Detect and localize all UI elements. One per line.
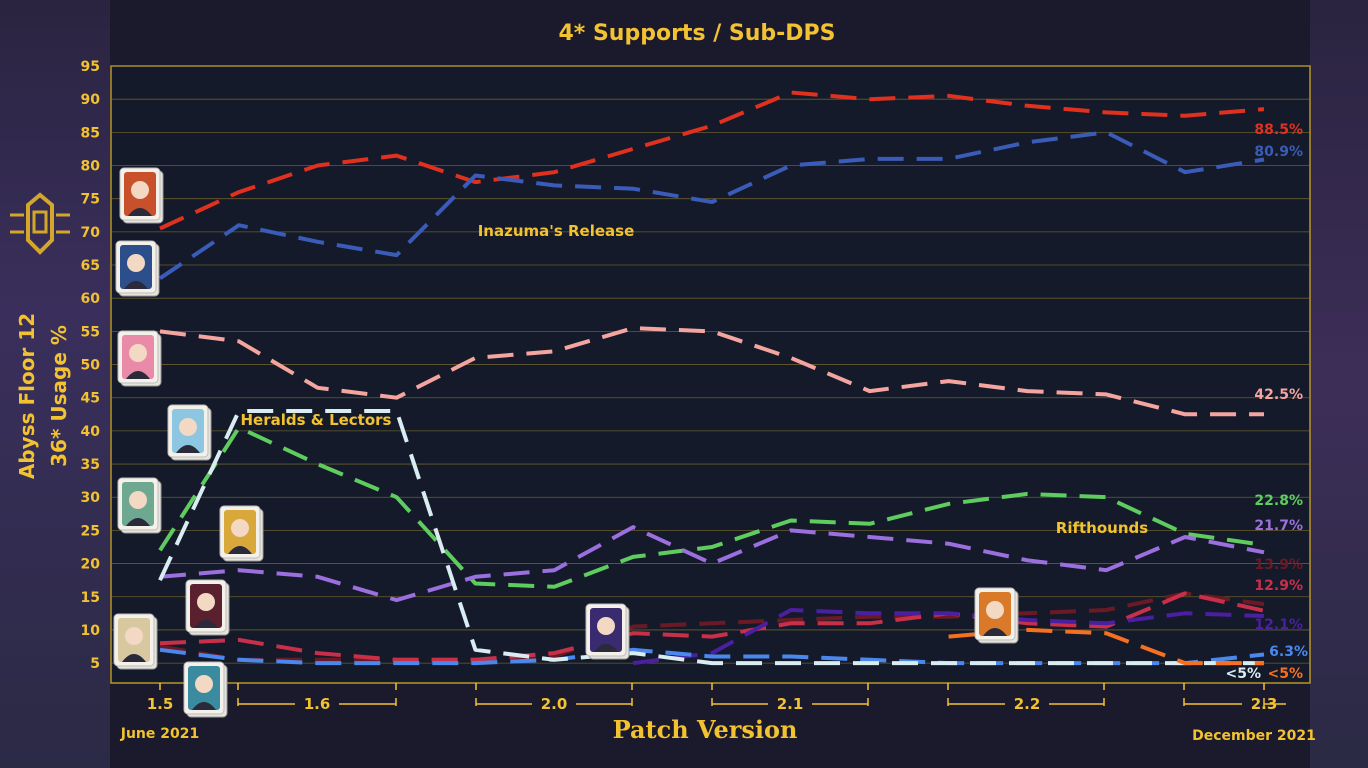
character-portrait-icon xyxy=(585,603,630,660)
series-end-label-8: 6.3% xyxy=(1269,644,1308,660)
y-tick-label: 45 xyxy=(81,391,100,407)
character-portrait-icon xyxy=(185,579,230,636)
y-tick-label: 25 xyxy=(81,523,100,539)
background-right-panel xyxy=(1310,0,1368,768)
series-end-label-0: 88.5% xyxy=(1254,122,1303,138)
series-line-8 xyxy=(159,647,1265,666)
character-portrait-icon xyxy=(115,240,160,297)
annotation-rifthounds: Rifthounds xyxy=(1056,519,1148,537)
series-line-4 xyxy=(159,525,1265,603)
series-line-5 xyxy=(159,591,1265,662)
y-tick-label: 90 xyxy=(81,92,101,108)
background-left-panel xyxy=(0,0,110,768)
plot-area xyxy=(110,65,1311,684)
y-tick-label: 50 xyxy=(81,358,101,374)
series-line-1 xyxy=(158,130,1265,280)
x-axis-patches: 1.5 1.6 2.0 2.1 2.2 2.3 xyxy=(147,683,1286,713)
series-end-label-3: 22.8% xyxy=(1254,493,1303,509)
y-tick-label: 80 xyxy=(81,159,101,175)
y-tick-label: 75 xyxy=(81,192,100,208)
annotation-heralds-lectors: Heralds & Lectors xyxy=(240,411,391,429)
y-tick-label: 10 xyxy=(81,623,101,639)
y-tick-label: 60 xyxy=(81,291,101,307)
character-portrait-icon xyxy=(183,661,228,718)
y-tick-label: 70 xyxy=(81,225,101,241)
patch-label: 1.5 xyxy=(147,695,174,713)
patch-label: 1.6 xyxy=(304,695,331,713)
character-portrait-icon xyxy=(219,505,264,562)
series-line-6 xyxy=(159,591,1265,662)
abyss-emblem-icon xyxy=(10,192,70,255)
series-end-label-1: 80.9% xyxy=(1254,144,1303,160)
y-axis-ticks: 5 10 15 20 25 30 35 40 45 50 55 60 65 70 75 80 85 90 95 xyxy=(81,59,101,672)
x-axis-label: Patch Version xyxy=(613,715,798,744)
patch-label: 2.0 xyxy=(541,695,568,713)
character-portraits xyxy=(113,167,1019,718)
series-end-label-5: 13.9% xyxy=(1254,557,1303,573)
series-lines xyxy=(158,90,1265,666)
y-tick-label: 30 xyxy=(81,490,101,506)
annotation-inazuma-release: Inazuma's Release xyxy=(478,222,635,240)
y-tick-label: 35 xyxy=(81,457,100,473)
y-tick-label: 15 xyxy=(81,590,100,606)
series-line-3 xyxy=(158,425,1265,589)
series-line-0 xyxy=(159,90,1265,231)
chart-title: 4* Supports / Sub-DPS xyxy=(558,21,835,46)
series-line-7 xyxy=(632,608,1265,666)
character-portrait-icon xyxy=(117,330,162,387)
series-end-label-2: 42.5% xyxy=(1254,387,1303,403)
end-date-label: December 2021 xyxy=(1192,728,1316,744)
character-portrait-icon xyxy=(119,167,164,224)
series-end-label-9: <5% xyxy=(1226,666,1262,682)
y-tick-label: 55 xyxy=(81,324,100,340)
y-tick-label: 5 xyxy=(90,656,100,672)
y-tick-label: 20 xyxy=(81,557,101,573)
character-portrait-icon xyxy=(974,587,1019,644)
character-portrait-icon xyxy=(113,613,158,670)
y-tick-label: 40 xyxy=(81,424,101,440)
series-line-9 xyxy=(158,409,1264,666)
character-portrait-icon xyxy=(167,404,212,461)
y-tick-label: 65 xyxy=(81,258,100,274)
patch-label: 2.2 xyxy=(1014,695,1041,713)
y-tick-label: 95 xyxy=(81,59,100,75)
series-line-2 xyxy=(159,326,1264,417)
y-tick-label: 85 xyxy=(81,125,100,141)
series-end-label-4: 21.7% xyxy=(1254,518,1303,534)
character-portrait-icon xyxy=(117,477,162,534)
series-end-label-6: 12.9% xyxy=(1254,578,1303,594)
y-axis-label-line2: 36* Usage % xyxy=(47,325,71,467)
series-end-labels: 88.5% 80.9% 42.5% 22.8% 21.7% 13.9% 12.9% 12.1%… xyxy=(1226,122,1309,682)
patch-label: 2.1 xyxy=(777,695,804,713)
series-end-label-7: 12.1% xyxy=(1254,617,1303,633)
y-axis-label-line1: Abyss Floor 12 xyxy=(15,313,39,479)
patch-label: 2.3 xyxy=(1251,695,1278,713)
start-date-label: June 2021 xyxy=(120,726,199,742)
series-end-label-10: <5% xyxy=(1268,666,1304,682)
